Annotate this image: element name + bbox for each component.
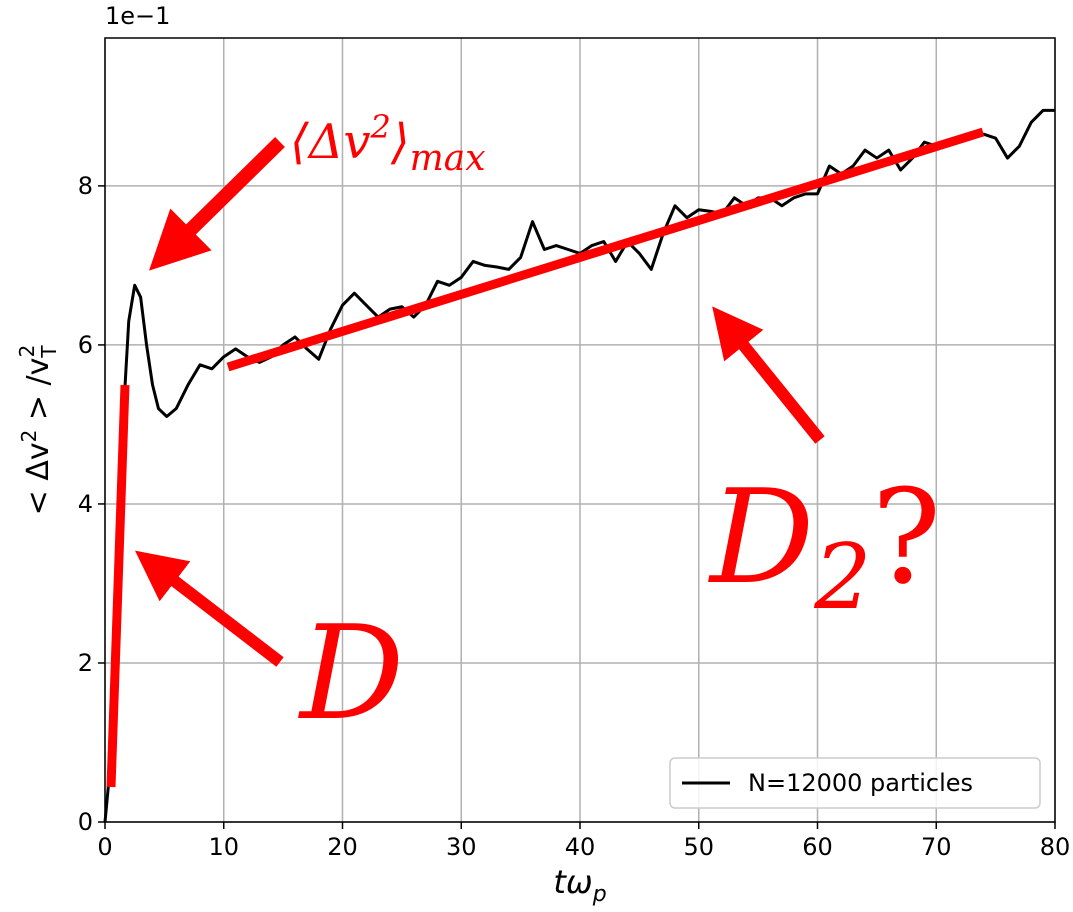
arrow	[149, 137, 285, 271]
arrow	[712, 306, 825, 444]
y-label-sub: T	[37, 345, 61, 359]
x-tick-label: 70	[921, 833, 952, 861]
max-sup: 2	[370, 108, 391, 146]
y-axis-label: < Δv2 > /vT2	[15, 345, 61, 516]
x-axis-label: tωp	[553, 863, 606, 907]
max-open: ⟨Δv	[290, 114, 371, 170]
y-label-start: < Δv	[21, 442, 56, 515]
y-tick-label: 0	[78, 808, 93, 836]
x-tick-label: 80	[1040, 833, 1071, 861]
grid	[104, 38, 1056, 823]
legend: N=12000 particles	[669, 757, 1041, 809]
y-label-sup2: 2	[15, 345, 39, 358]
x-label-sub: p	[592, 882, 607, 907]
y-tick-label: 8	[78, 172, 93, 200]
offset-label: 1e−1	[105, 2, 170, 30]
y-label-sup: 2	[17, 430, 41, 443]
d2-tail: ?	[872, 461, 942, 613]
x-tick-label: 0	[97, 833, 112, 861]
y-tick-label: 2	[78, 649, 93, 677]
fit-line	[226, 127, 985, 372]
y-tick-label: 4	[78, 490, 93, 518]
max-annotation: ⟨Δv2⟩max	[290, 108, 486, 179]
max-close: ⟩	[390, 114, 410, 170]
x-tick-label: 10	[208, 833, 239, 861]
d2-annotation: D2?	[708, 461, 941, 630]
plot-area	[103, 108, 1055, 823]
y-tick-label: 6	[78, 331, 93, 359]
x-tick-label: 50	[683, 833, 714, 861]
x-tick-label: 60	[802, 833, 833, 861]
max-sub: max	[410, 138, 486, 179]
x-tick-label: 40	[565, 833, 596, 861]
data-line	[103, 108, 1055, 823]
y-label-mid: > /v	[21, 358, 56, 430]
d2-main: D	[708, 461, 814, 613]
arrow	[135, 550, 284, 667]
d-annotation: D	[298, 597, 404, 749]
annotation-shapes	[106, 127, 985, 788]
x-tick-label: 30	[446, 833, 477, 861]
d2-sub: 2	[813, 525, 871, 630]
legend-box	[669, 757, 1041, 809]
fit-line	[106, 384, 130, 788]
x-tick-label: 20	[327, 833, 358, 861]
legend-label: N=12000 particles	[748, 769, 973, 797]
x-label-main: tω	[553, 863, 592, 901]
